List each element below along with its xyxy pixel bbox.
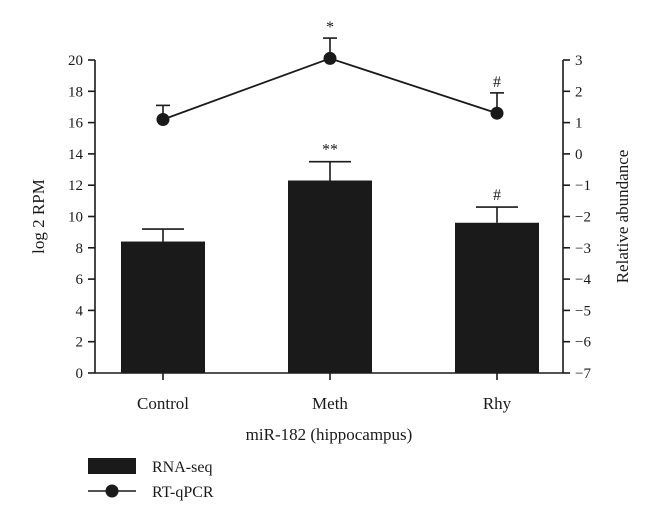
left-axis: 0 2 4 6 8 10 12 14 16 18 20 [68, 53, 96, 382]
right-tick-label: −7 [575, 366, 591, 382]
point-significance: # [493, 74, 501, 91]
data-point [490, 106, 504, 120]
left-tick-label: 16 [68, 116, 84, 132]
right-tick-label: −1 [575, 178, 591, 194]
bar-significance: # [493, 187, 501, 204]
legend-swatch-rna-seq [88, 458, 136, 474]
line-series: *# [156, 19, 504, 126]
data-point [323, 51, 337, 65]
legend: RNA-seq RT-qPCR [88, 458, 214, 501]
right-tick-label: 2 [575, 84, 583, 100]
left-tick-label: 10 [68, 210, 83, 226]
right-tick-label: 3 [575, 53, 583, 69]
left-tick-label: 4 [76, 303, 84, 319]
right-tick-label: −2 [575, 210, 591, 226]
bar-significance: ** [322, 142, 338, 159]
bar [455, 222, 539, 373]
left-tick-label: 14 [68, 147, 84, 163]
bar [121, 241, 205, 373]
bar [288, 180, 372, 373]
right-tick-label: 0 [575, 147, 583, 163]
right-tick-label: −4 [575, 272, 591, 288]
left-tick-label: 2 [76, 335, 84, 351]
point-significance: * [326, 19, 334, 36]
legend-marker-rt-qpcr [105, 484, 119, 498]
right-axis: −7 −6 −5 −4 −3 −2 −1 0 1 2 3 [562, 53, 591, 382]
category-label: Meth [312, 394, 348, 413]
right-tick-label: −5 [575, 303, 591, 319]
right-tick-label: −6 [575, 335, 591, 351]
y-axis-title: log 2 RPM [29, 179, 48, 254]
left-tick-label: 8 [76, 241, 84, 257]
bar-series: ** # [121, 142, 539, 373]
line-path [162, 57, 498, 121]
legend-label-rna-seq: RNA-seq [152, 459, 212, 476]
category-label: Control [137, 394, 189, 413]
left-tick-label: 18 [68, 84, 83, 100]
right-tick-label: 1 [575, 116, 583, 132]
legend-label-rt-qpcr: RT-qPCR [152, 484, 214, 501]
left-tick-label: 6 [76, 272, 84, 288]
category-labels: Control Meth Rhy [95, 372, 563, 413]
x-axis-title: miR-182 (hippocampus) [246, 425, 413, 444]
left-tick-label: 20 [68, 53, 83, 69]
y2-axis-title: Relative abundance [613, 150, 632, 284]
data-point [156, 112, 170, 126]
left-tick-label: 0 [76, 366, 84, 382]
category-label: Rhy [483, 394, 512, 413]
left-tick-label: 12 [68, 178, 83, 194]
right-tick-label: −3 [575, 241, 591, 257]
